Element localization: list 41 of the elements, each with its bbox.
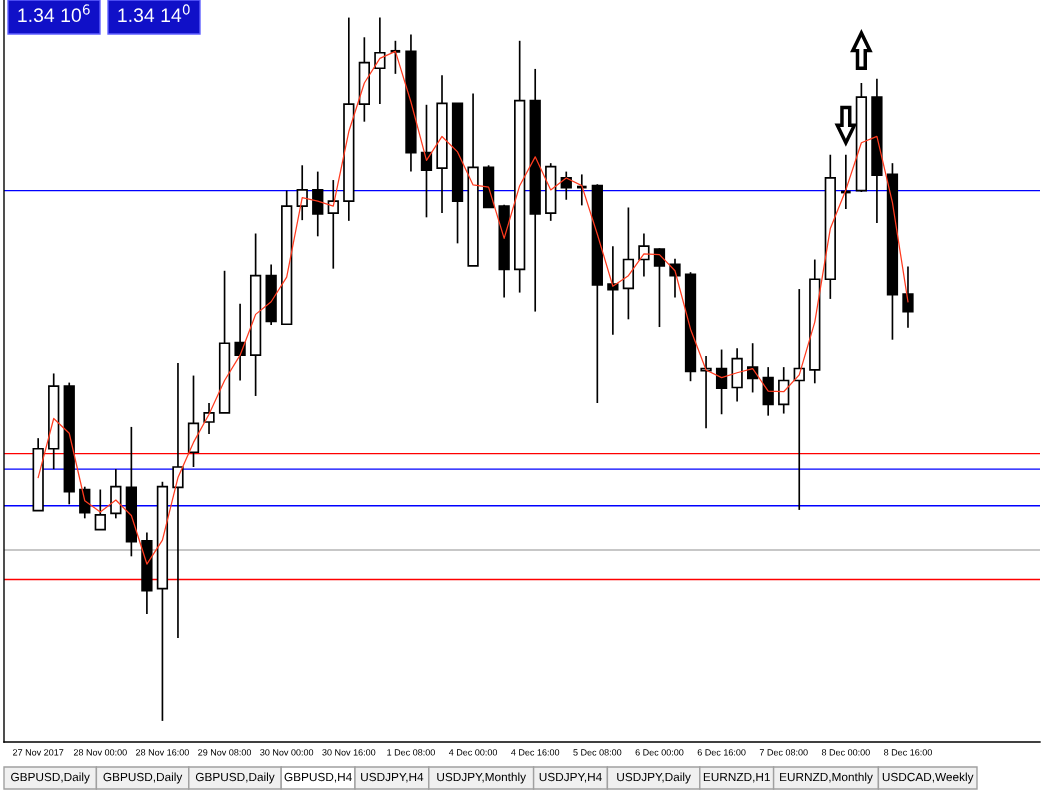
x-tick-label: 4 Dec 00:00 bbox=[448, 749, 498, 756]
x-tick-label: 4 Dec 16:00 bbox=[511, 749, 560, 756]
candlestick bbox=[79, 485, 91, 520]
candlestick bbox=[715, 348, 728, 416]
text: USDJPY,Daily bbox=[617, 772, 691, 784]
x-tick-label: 1 Dec 08:00 bbox=[387, 749, 435, 756]
annotation: 1.34 10$^{6}$ bbox=[18, 4, 90, 23]
text: USDJPY,H4 bbox=[361, 772, 424, 783]
text: USDJPY,Monthly bbox=[437, 772, 527, 784]
x-tick-label: 8 Dec 00:00 bbox=[821, 749, 870, 756]
candlestick bbox=[312, 170, 324, 238]
text: USDJPY,H4 bbox=[539, 772, 602, 783]
candlestick bbox=[669, 257, 681, 299]
candlestick bbox=[327, 179, 339, 270]
text: GBPUSD,H4 bbox=[284, 772, 352, 783]
text: GBPUSD,Daily bbox=[103, 772, 183, 784]
candlestick bbox=[607, 245, 619, 336]
annotation: 1.34 14$^{0}$ bbox=[118, 4, 190, 23]
candlestick bbox=[94, 488, 106, 531]
text: GBPUSD,Daily bbox=[11, 772, 90, 784]
x-tick-label: 30 Nov 00:00 bbox=[260, 749, 314, 756]
x-tick-label: 7 Dec 08:00 bbox=[759, 749, 808, 756]
text: EURNZD,Monthly bbox=[780, 772, 873, 784]
candlestick bbox=[172, 362, 184, 639]
x-tick-label: 30 Nov 16:00 bbox=[322, 749, 376, 756]
x-tick-label: 6 Dec 00:00 bbox=[635, 749, 684, 756]
x-tick-label: 8 Dec 16:00 bbox=[884, 749, 932, 756]
text: EURNZD,H1 bbox=[703, 772, 770, 783]
candlestick bbox=[778, 366, 790, 415]
x-tick-label: 28 Nov 16:00 bbox=[136, 749, 189, 756]
x-tick-label: 6 Dec 16:00 bbox=[697, 749, 746, 756]
candlestick bbox=[374, 16, 386, 105]
text: USDCAD,Weekly bbox=[882, 772, 974, 784]
x-tick-label: 5 Dec 08:00 bbox=[573, 749, 622, 756]
text: GBPUSD,Daily bbox=[195, 772, 275, 784]
candlestick bbox=[234, 302, 246, 382]
x-tick-label: 27 Nov 2017 bbox=[13, 749, 64, 756]
x-tick-label: 28 Nov 00:00 bbox=[73, 749, 127, 756]
candlestick bbox=[653, 247, 666, 328]
x-tick-label: 29 Nov 08:00 bbox=[198, 749, 252, 756]
candlestick bbox=[638, 232, 650, 278]
